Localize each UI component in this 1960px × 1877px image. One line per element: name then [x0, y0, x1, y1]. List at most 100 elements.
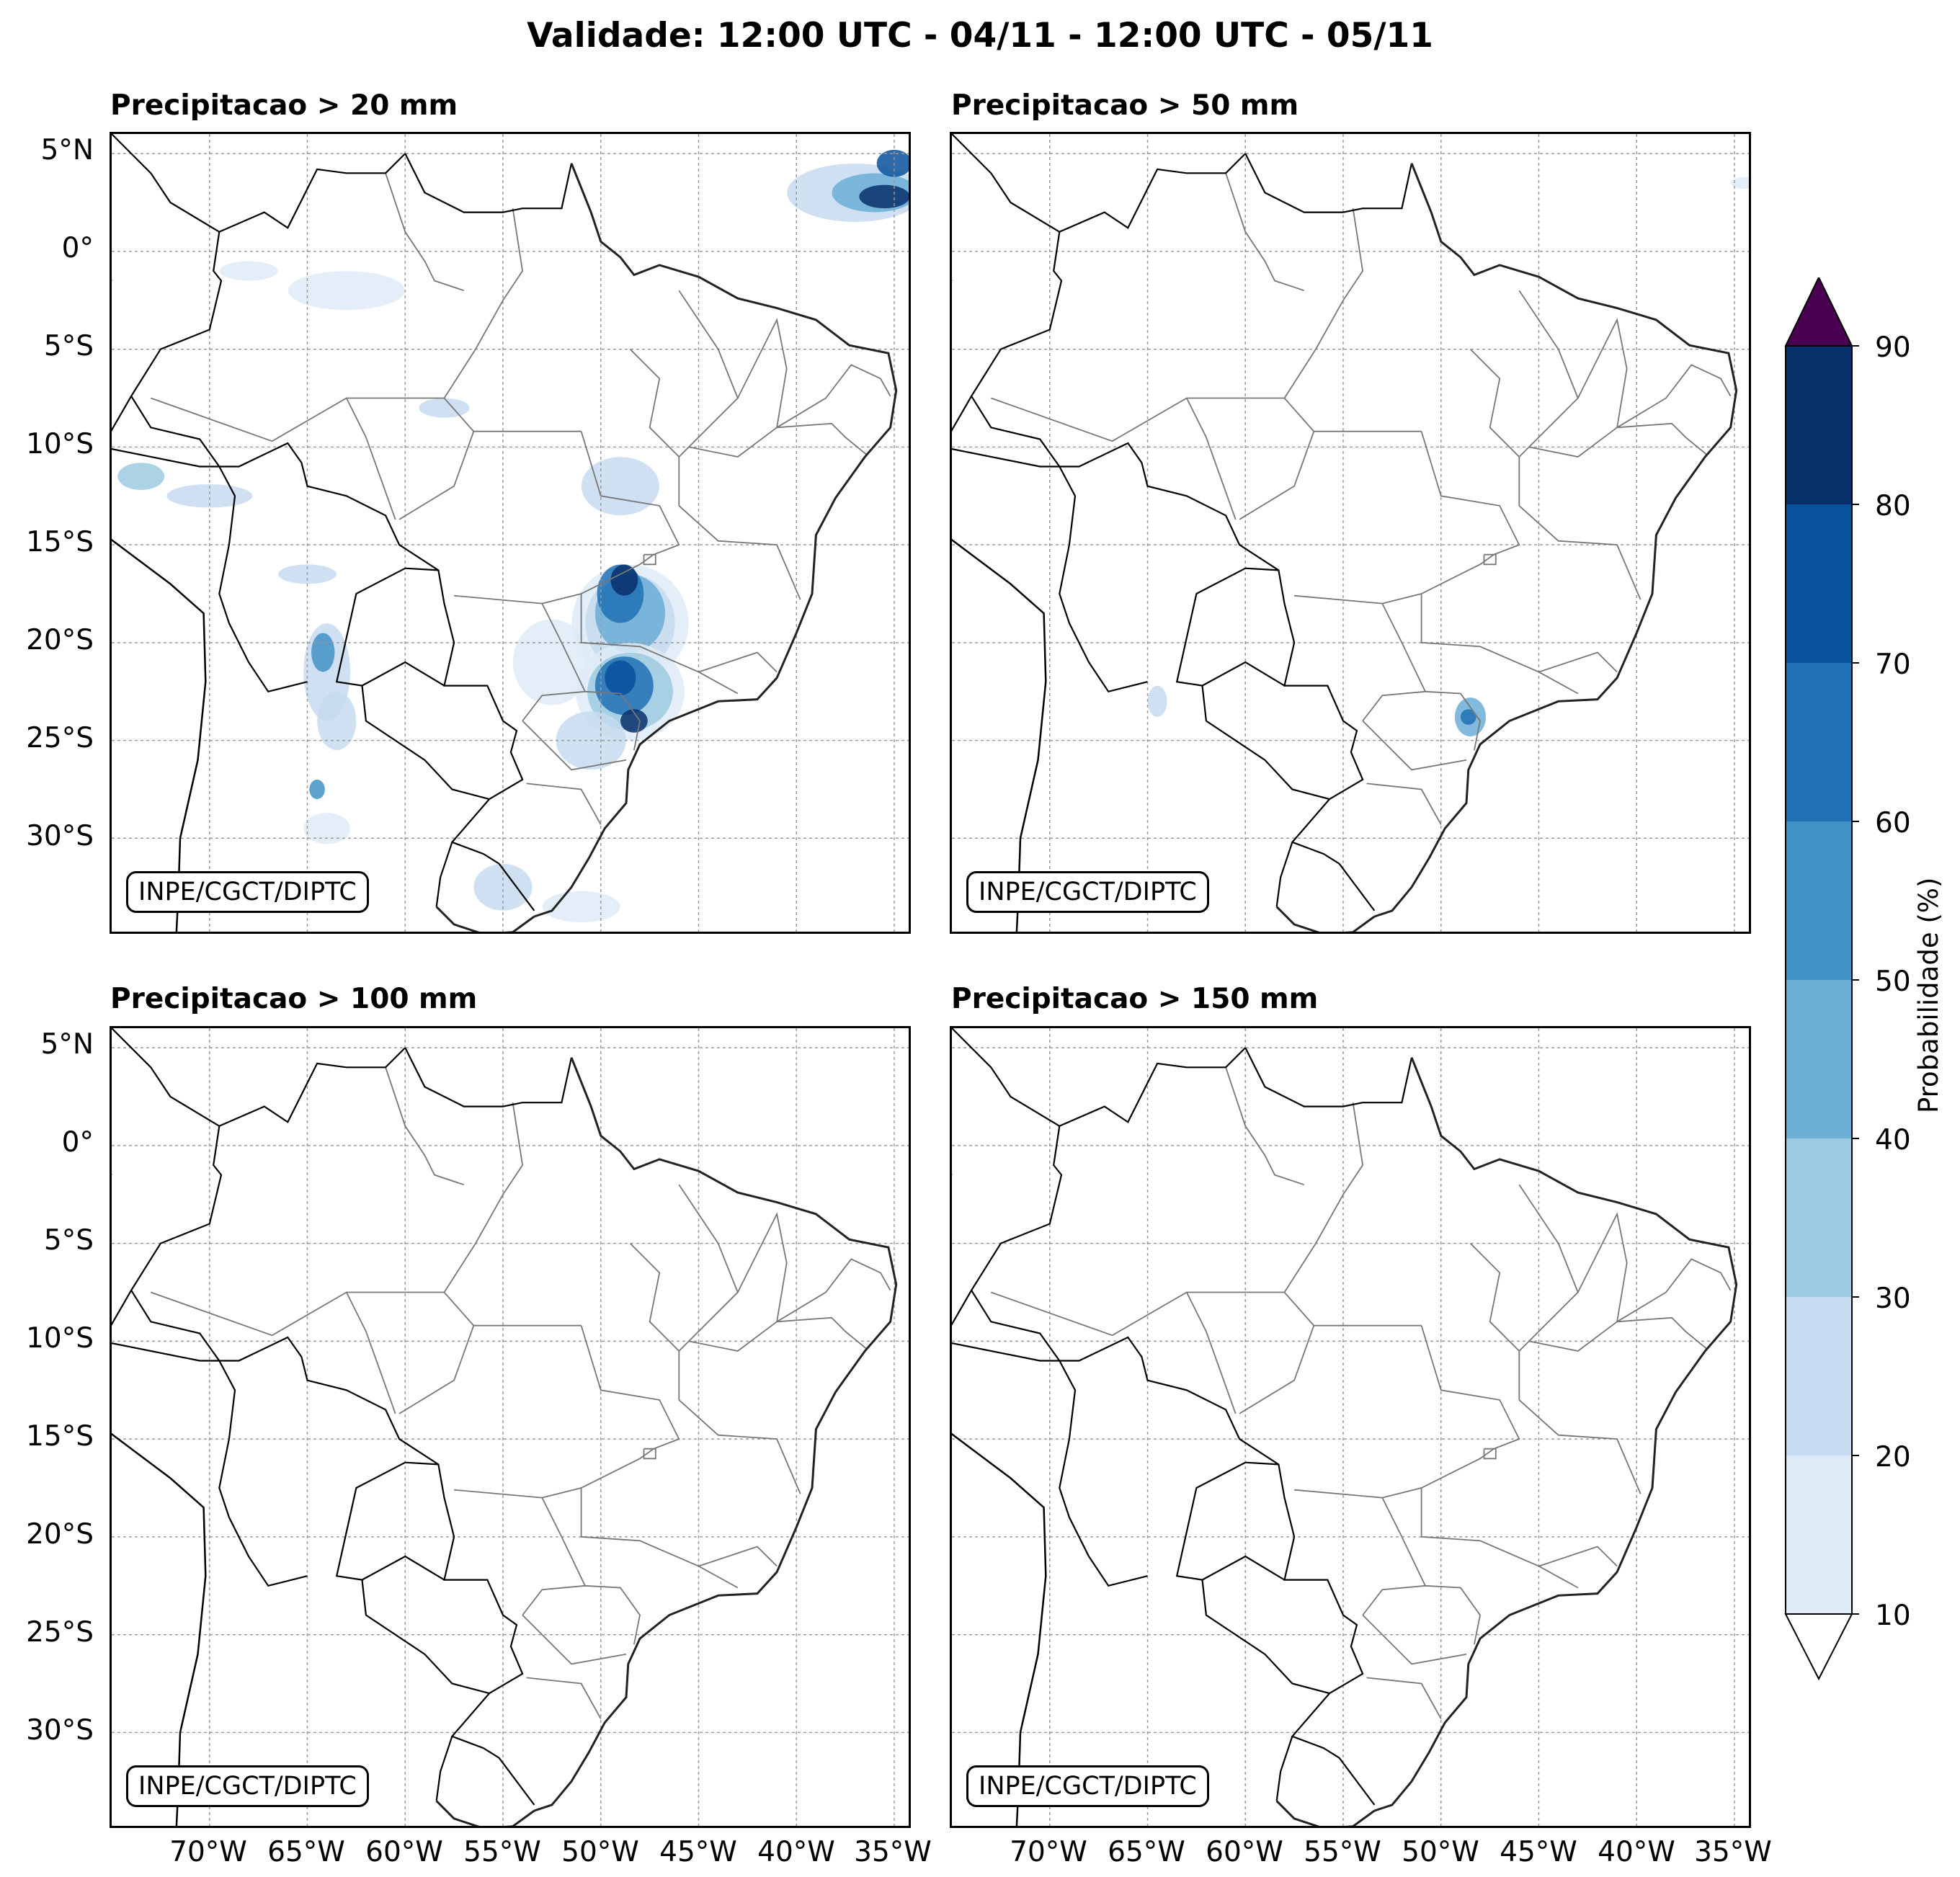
colorbar-label: Probabilidade (%)	[1913, 877, 1944, 1113]
precip-area	[581, 457, 659, 516]
coastline	[952, 538, 1047, 932]
colorbar-tick: 80	[1875, 490, 1911, 522]
state-border	[698, 651, 778, 673]
colorbar-segment	[1786, 980, 1852, 1138]
precip-area	[859, 184, 909, 209]
state-border	[1362, 603, 1427, 722]
lat-label: 25°S	[26, 722, 94, 754]
state-border	[150, 397, 582, 442]
country-border	[970, 153, 1376, 911]
map-panel-100mm: INPE/CGCT/DIPTC	[110, 1026, 911, 1828]
state-border	[629, 348, 680, 506]
state-border	[688, 1212, 788, 1352]
country-border	[1059, 1360, 1148, 1587]
state-border	[990, 397, 1422, 442]
state-border	[1283, 208, 1364, 398]
colorbar-segment	[1786, 663, 1852, 821]
precip-area	[473, 863, 533, 911]
colorbar-extend-min	[1784, 1613, 1853, 1681]
state-border	[385, 173, 464, 292]
map-canvas	[952, 134, 1749, 932]
country-border	[361, 685, 490, 801]
state-border	[1483, 1448, 1497, 1460]
map-panel-150mm: INPE/CGCT/DIPTC	[950, 1026, 1751, 1828]
state-border	[776, 364, 891, 429]
lat-label: 25°S	[26, 1616, 94, 1649]
state-border	[698, 1546, 778, 1567]
lon-label: 40°W	[757, 1836, 835, 1868]
country-border	[335, 567, 445, 687]
country-border	[1244, 1047, 1413, 1107]
state-border	[1362, 720, 1467, 771]
country-border	[435, 1736, 453, 1801]
precip-area	[219, 261, 278, 281]
lon-label: 40°W	[1598, 1836, 1675, 1868]
lat-label: 15°S	[26, 526, 94, 558]
state-border	[1185, 1292, 1237, 1414]
lon-label: 65°W	[267, 1836, 345, 1868]
colorbar-segment	[1786, 1455, 1852, 1614]
coastline	[1275, 1800, 1376, 1826]
country-border	[112, 396, 220, 468]
state-border	[1616, 364, 1732, 429]
precip-area	[117, 463, 165, 491]
colorbar-tick: 90	[1875, 331, 1911, 364]
state-border	[1425, 1584, 1481, 1645]
country-border	[404, 153, 573, 213]
lon-label: 70°W	[169, 1836, 247, 1868]
precip-area	[1460, 709, 1476, 725]
country-border	[218, 1360, 308, 1587]
map-canvas	[952, 1028, 1749, 1826]
state-border	[1483, 553, 1497, 566]
state-border	[776, 1258, 891, 1323]
state-border	[688, 318, 788, 458]
state-border	[1420, 1488, 1579, 1589]
state-border	[1362, 1614, 1467, 1665]
coastline	[112, 1432, 207, 1826]
country-border	[130, 1047, 535, 1806]
state-border	[1528, 318, 1628, 458]
state-border	[385, 1067, 464, 1186]
coastline	[952, 1432, 1047, 1826]
map-canvas	[112, 1028, 909, 1826]
coastline	[435, 906, 535, 932]
credit-label: INPE/CGCT/DIPTC	[966, 1765, 1209, 1807]
lon-label: 35°W	[1694, 1836, 1772, 1868]
country-border	[218, 465, 308, 693]
credit-label: INPE/CGCT/DIPTC	[126, 1765, 369, 1807]
colorbar-tick: 10	[1875, 1600, 1911, 1632]
state-border	[1239, 431, 1315, 520]
country-border	[112, 134, 220, 233]
lon-label: 55°W	[1304, 1836, 1381, 1868]
lat-label: 10°S	[26, 428, 94, 460]
coastline	[1373, 163, 1738, 918]
state-border	[1425, 690, 1481, 751]
lon-label: 45°W	[659, 1836, 737, 1868]
lon-label: 50°W	[561, 1836, 639, 1868]
state-border	[1538, 651, 1618, 673]
colorbar-segment	[1786, 504, 1852, 663]
state-border	[454, 1325, 680, 1499]
colorbar-segment	[1786, 1138, 1852, 1297]
coastline	[1373, 1057, 1738, 1812]
country-border	[404, 1047, 573, 1107]
colorbar-tick: 50	[1875, 966, 1911, 998]
lon-label: 65°W	[1108, 1836, 1185, 1868]
state-border	[1225, 173, 1304, 292]
country-border	[335, 1461, 445, 1581]
state-border	[1239, 1325, 1315, 1414]
coastline	[1275, 906, 1376, 932]
state-border	[678, 505, 801, 600]
country-border	[435, 842, 453, 907]
credit-label: INPE/CGCT/DIPTC	[126, 871, 369, 913]
country-border	[1059, 465, 1148, 693]
state-border	[643, 1448, 656, 1460]
country-border	[1201, 1579, 1330, 1695]
state-border	[1185, 398, 1237, 520]
state-border	[1283, 1102, 1364, 1293]
precip-area	[311, 633, 335, 672]
lat-label: 0°	[61, 1126, 94, 1159]
panel-title-20mm: Precipitacao > 20 mm	[110, 89, 458, 122]
state-border	[1617, 1316, 1708, 1350]
country-border	[1175, 567, 1286, 687]
